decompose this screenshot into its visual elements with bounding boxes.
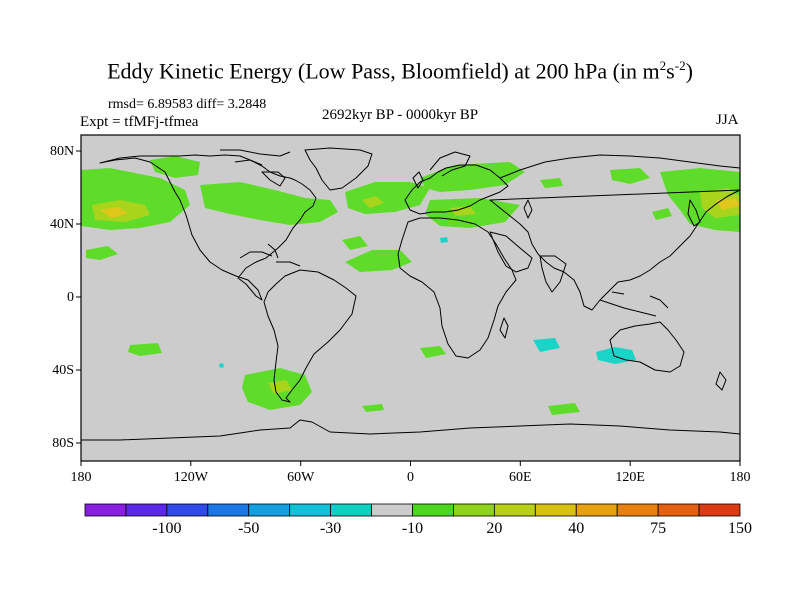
coast-arabia	[489, 231, 533, 273]
experiment-label: Expt = tfMFj-tfmea	[80, 114, 199, 130]
colorbar-box-10	[493, 503, 536, 517]
patch-hawaii	[86, 246, 118, 260]
coast-antarctica	[81, 419, 741, 441]
patch-med-core	[450, 206, 476, 216]
colorbar	[84, 503, 741, 517]
patch-siberia	[610, 168, 650, 184]
patch-atlantic-core	[362, 196, 384, 208]
patch-neg-pacific	[219, 363, 224, 368]
colorbar-box-4	[248, 503, 291, 517]
coast-india	[539, 255, 567, 293]
coastlines	[81, 147, 741, 441]
stats-label: rmsd= 6.89583 diff= 3.2848	[108, 97, 267, 112]
colorbar-box-14	[657, 503, 700, 517]
patch-south-africa	[420, 346, 446, 358]
coast-south-america	[263, 269, 357, 403]
lon-label-180e: 180	[729, 470, 751, 485]
coast-caribbean	[276, 261, 301, 267]
coast-gulf	[239, 251, 273, 259]
coast-caspian-sea	[523, 199, 533, 219]
coast-indonesia	[599, 291, 669, 317]
coast-madagascar	[499, 317, 509, 339]
patch-south-pacific	[128, 343, 162, 356]
lat-label-80s: 80S	[52, 436, 74, 451]
colorbar-box-6	[330, 503, 372, 517]
patch-japan-south	[652, 208, 672, 220]
colorbar-box-7	[371, 503, 413, 517]
patch-east-asia-high	[716, 198, 740, 210]
lon-label-60w: 60W	[287, 470, 315, 485]
coast-scandinavia	[429, 151, 471, 177]
colorbar-box-8	[412, 503, 454, 517]
patch-mid-atlantic	[342, 236, 368, 250]
coast-florida	[267, 243, 279, 259]
colorbar-label: 40	[568, 520, 585, 537]
lon-label-180w: 180	[70, 470, 92, 485]
colorbar-box-5	[289, 503, 332, 517]
colorbar-box-1	[125, 503, 168, 517]
patch-south-atlantic-small	[362, 404, 384, 412]
colorbar-box-11	[534, 503, 577, 517]
patch-neg-med	[440, 237, 448, 243]
colorbar-box-15	[698, 503, 741, 517]
patch-north-africa	[345, 250, 412, 272]
lon-label-0: 0	[407, 470, 414, 485]
colorbar-label: -100	[152, 520, 182, 537]
colorbar-label: -50	[238, 520, 260, 537]
patch-alaska	[150, 156, 200, 178]
coast-australia	[609, 321, 685, 373]
coast-north-america	[99, 154, 317, 301]
lon-label-60e: 60E	[509, 470, 532, 485]
colorbar-box-9	[453, 503, 495, 517]
period-label: 2692kyr BP - 0000kyr BP	[321, 107, 479, 123]
patch-europe	[420, 162, 525, 192]
coast-new-zealand	[715, 371, 727, 391]
patch-south-america-core	[268, 380, 292, 394]
lon-label-120e: 120E	[615, 470, 645, 485]
colorbar-label: 75	[650, 520, 667, 537]
coast-arctic-islands	[220, 149, 291, 166]
chart-title: Eddy Kinetic Energy (Low Pass, Bloomfiel…	[107, 58, 693, 84]
colorbar-box-13	[616, 503, 659, 517]
lon-label-120w: 120W	[173, 470, 208, 485]
coast-japan	[687, 199, 701, 227]
colorbar-box-0	[84, 503, 127, 517]
colorbar-label: 150	[728, 520, 752, 537]
lat-label-40s: 40S	[52, 363, 74, 378]
lat-label-40n: 40N	[50, 217, 75, 232]
anomaly-patches	[81, 156, 740, 415]
lat-label-80n: 80N	[50, 144, 75, 159]
colorbar-box-2	[166, 503, 209, 517]
axis-ticks	[76, 150, 741, 466]
coast-britain	[412, 171, 424, 189]
colorbar-label: -10	[401, 520, 424, 537]
coast-hudson	[261, 171, 286, 187]
coast-greenland	[304, 147, 373, 191]
lat-label-0: 0	[67, 290, 74, 305]
patch-north-pacific-high	[100, 207, 128, 218]
coast-africa	[397, 217, 517, 359]
colorbar-label: -30	[319, 520, 342, 537]
patch-caspian	[540, 178, 563, 188]
patch-neg-indian	[533, 338, 560, 352]
season-label: JJA	[716, 112, 739, 128]
patch-north-atlantic	[345, 182, 430, 214]
patch-southern-indian	[548, 403, 580, 415]
colorbar-label: 20	[486, 520, 503, 537]
colorbar-box-3	[207, 503, 250, 517]
coast-asia	[489, 154, 741, 311]
colorbar-box-12	[575, 503, 618, 517]
